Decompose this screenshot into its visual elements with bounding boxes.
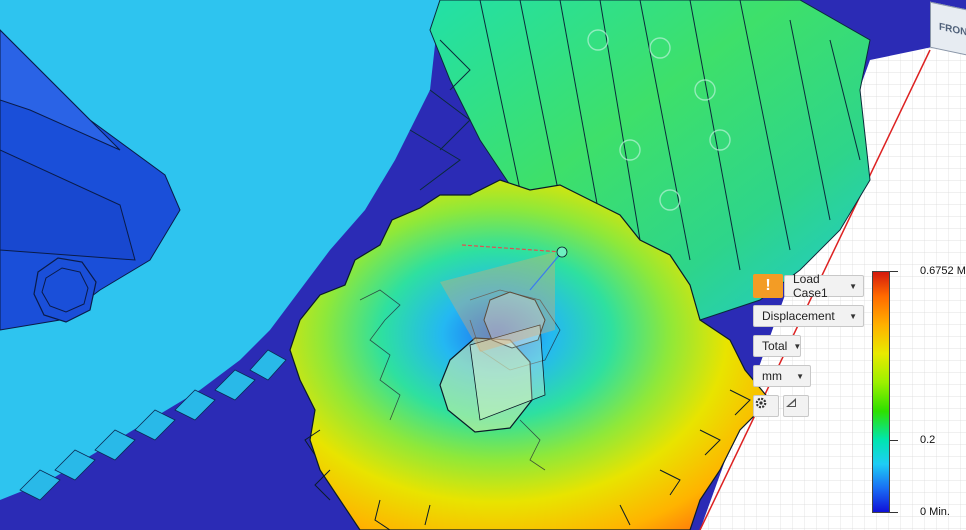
gear-icon [755,397,767,409]
result-type-label: Displacement [762,309,835,323]
shaft-arm [0,29,181,331]
chevron-down-icon: ▼ [849,311,857,321]
chevron-down-icon: ▼ [796,371,804,381]
chevron-down-icon: ▼ [793,341,802,351]
component-label: Total [762,339,788,353]
color-scale-bar [872,271,890,513]
rack-teeth [19,349,287,501]
legend-mid-label: 0.2 [920,434,936,446]
legend-tick-max [890,271,898,272]
legend-tick-min [890,512,898,513]
load-case-dropdown[interactable]: Load Case1 ▼ [784,272,864,300]
warning-icon[interactable]: ! [753,274,783,298]
chevron-down-icon: ▼ [849,281,857,291]
result-type-dropdown[interactable]: Displacement ▼ [753,305,864,327]
housing-body [0,0,440,500]
spur-gear-heatmap [289,179,771,530]
legend-max-label: 0.6752 M [920,265,966,277]
component-dropdown[interactable]: Total ▼ [753,335,801,357]
viewcube-front-label: FRONT [939,21,966,40]
settings-button[interactable] [753,395,779,417]
legend-min-label: 0 Min. [920,506,950,518]
probe-button[interactable] [783,395,809,417]
legend-tick-mid [890,440,898,441]
units-dropdown[interactable]: mm ▼ [753,365,811,387]
load-case-label: Load Case1 [793,272,828,300]
triangle-probe-icon [786,398,796,407]
units-label: mm [762,369,782,383]
